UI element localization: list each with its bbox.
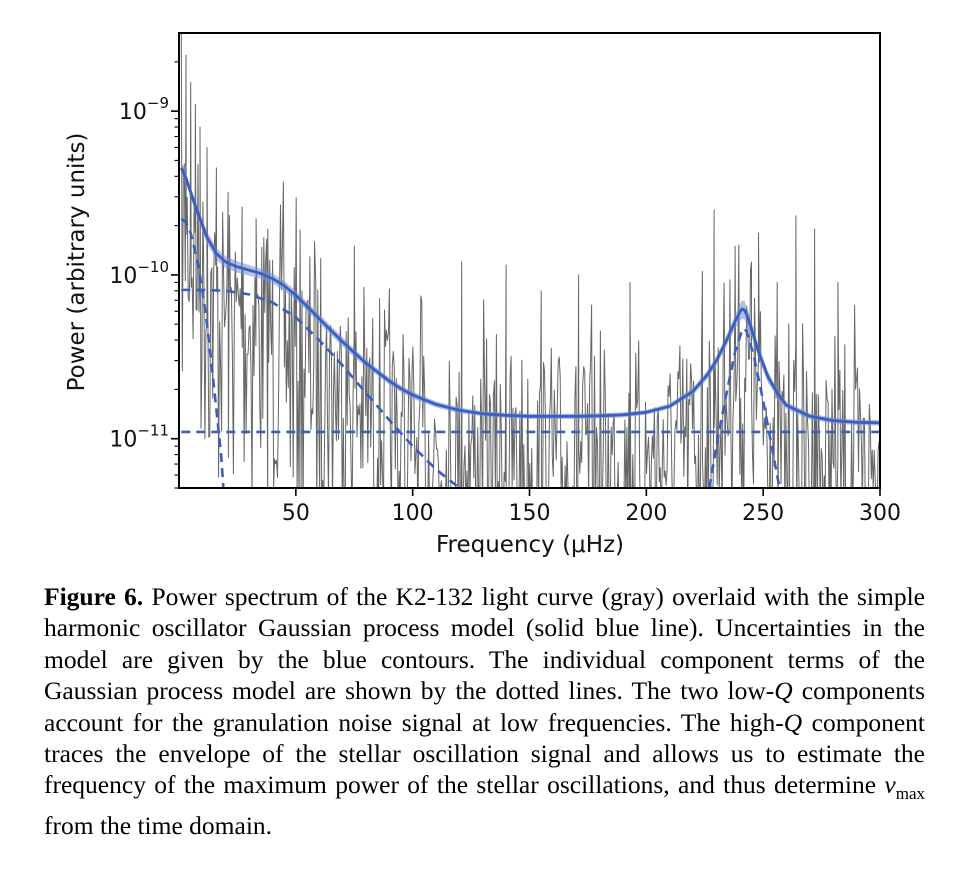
y-axis-label: Power (arbitrary units) xyxy=(64,133,90,392)
caption-label: Figure 6. xyxy=(44,582,144,611)
x-tick-label: 300 xyxy=(859,501,901,526)
figure-caption: Figure 6. Power spectrum of the K2-132 l… xyxy=(44,581,925,841)
power-spectrum xyxy=(180,33,880,488)
x-axis-ticks: 50 100 150 200 250 300 xyxy=(282,488,901,526)
gp-model xyxy=(180,167,880,425)
gp-model-line xyxy=(180,167,880,425)
x-tick-label: 100 xyxy=(392,501,434,526)
power-spectrum-chart: 50 100 150 200 250 300 10−9 10−10 10−11 Frequen… xyxy=(64,32,901,558)
caption-text-3: component traces the envelope of the ste… xyxy=(44,707,925,800)
y-tick-label: 10−9 xyxy=(119,94,169,125)
x-tick-label: 50 xyxy=(282,501,310,526)
caption-q-symbol-1: Q xyxy=(774,676,793,706)
caption-q-symbol-2: Q xyxy=(783,707,803,737)
x-tick-label: 150 xyxy=(509,501,551,526)
caption-text-4: from the time domain. xyxy=(44,810,273,840)
component-low-q-2-line xyxy=(181,288,461,488)
y-tick-label: 10−11 xyxy=(109,422,169,453)
y-axis-ticks: 10−9 10−10 10−11 xyxy=(109,61,179,489)
x-tick-label: 200 xyxy=(625,501,667,526)
component-low-q-1-line xyxy=(180,217,225,488)
x-axis-label: Frequency (μHz) xyxy=(436,532,624,558)
x-tick-label: 250 xyxy=(742,501,784,526)
model-components xyxy=(180,217,880,488)
caption-text-2: components account for the granulation n… xyxy=(44,676,926,737)
caption-text-1: Power spectrum of the K2-132 light curve… xyxy=(44,582,925,706)
caption-nu-symbol: ν xyxy=(884,770,896,800)
y-tick-label: 10−10 xyxy=(109,258,169,289)
component-high-q-line xyxy=(708,326,781,488)
power-spectrum-line xyxy=(180,33,880,488)
caption-nu-subscript: max xyxy=(895,784,925,804)
caption-nu-max: νmax xyxy=(884,770,925,803)
